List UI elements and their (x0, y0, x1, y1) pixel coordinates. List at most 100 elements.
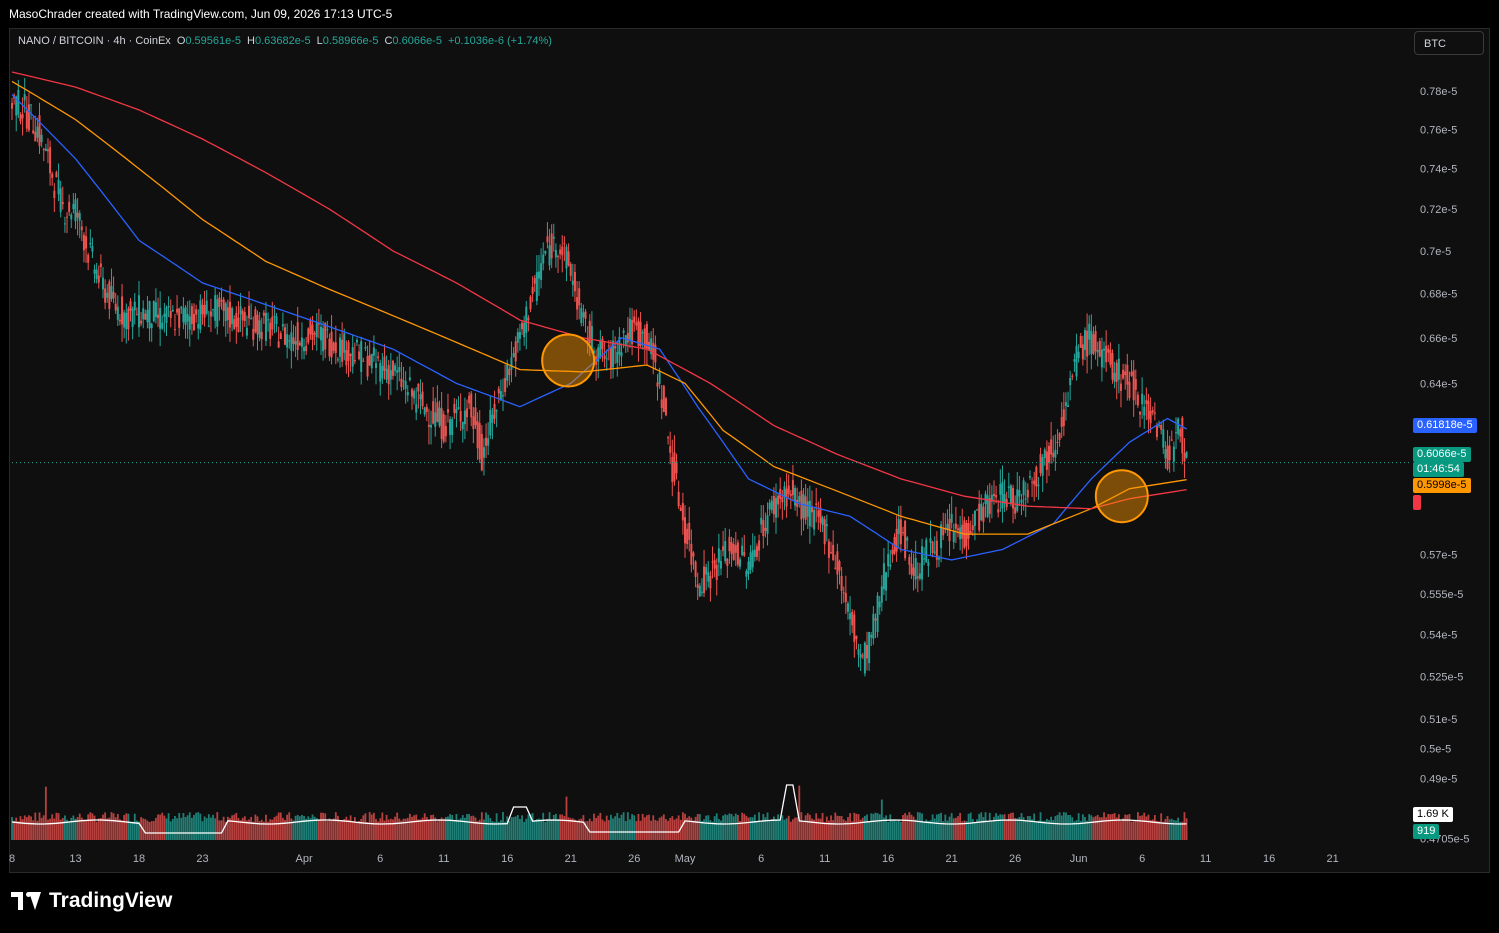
candle-body (1048, 446, 1051, 463)
candle-body (190, 306, 193, 324)
candle-body (882, 563, 885, 590)
volume-bar (684, 813, 686, 840)
volume-bar (629, 819, 631, 840)
candle-body (11, 103, 13, 109)
volume-bar (669, 818, 672, 840)
volume-bar (576, 820, 578, 840)
candle-body (548, 245, 551, 266)
volume-bar (1050, 816, 1053, 840)
volume-bar (165, 818, 168, 840)
candle-body (768, 502, 771, 510)
candle-body (286, 334, 289, 348)
volume-bar (1048, 820, 1050, 840)
volume-bar (239, 820, 242, 840)
candle-body (529, 296, 532, 310)
volume-bar (815, 813, 818, 840)
volume-bar (931, 814, 934, 840)
candle-body (813, 509, 816, 530)
volume-bar (201, 821, 204, 840)
candle-body (973, 510, 976, 526)
volume-bar (148, 821, 151, 840)
volume-bar (423, 813, 426, 840)
brand-label: TradingView (49, 889, 173, 912)
candle-body (514, 341, 517, 362)
volume-bar (366, 821, 369, 840)
candle-body (254, 309, 257, 332)
candle-body (582, 312, 585, 318)
candle-body (525, 306, 528, 333)
volume-bar (30, 816, 32, 840)
volume-bar (267, 821, 269, 840)
candle-body (1096, 349, 1099, 353)
candle-body (114, 303, 117, 311)
symbol-label[interactable]: NANO / BITCOIN · 4h · CoinEx (18, 35, 171, 47)
volume-bar (1162, 821, 1165, 840)
volume-bar (863, 815, 866, 840)
volume-bar (258, 820, 261, 840)
candle-body (262, 312, 265, 316)
candle-body (722, 546, 725, 551)
candle-body (288, 340, 291, 342)
candle-body (417, 383, 420, 392)
volume-bar (93, 815, 96, 840)
candle-body (830, 552, 833, 554)
candle-body (518, 331, 521, 339)
candle-body (997, 509, 1000, 513)
candle-body (362, 360, 365, 362)
volume-bar (514, 816, 517, 840)
high-label: H (247, 35, 255, 47)
candle-body (544, 250, 547, 254)
volume-bar (42, 815, 45, 840)
volume-bar (519, 818, 521, 840)
candle-body (36, 126, 39, 138)
volume-bar (878, 814, 881, 840)
candle-body (1077, 351, 1080, 359)
volume-bar (207, 814, 210, 840)
candle-body (419, 394, 422, 400)
volume-bar (1043, 820, 1046, 840)
candle-body (1016, 489, 1019, 511)
candle-body (1168, 445, 1171, 461)
candle-body (199, 300, 202, 330)
currency-button[interactable]: BTC (1414, 31, 1484, 55)
candle-body (157, 314, 160, 319)
volume-bar (1092, 817, 1095, 840)
candle-body (345, 350, 348, 366)
ma-fast-badge: 0.61818e-5 (1413, 418, 1477, 433)
tradingview-logo[interactable]: TradingView (11, 889, 172, 913)
candle-body (1107, 348, 1110, 353)
candle-body (1149, 410, 1152, 424)
candle-body (921, 546, 924, 580)
candle-body (645, 323, 648, 349)
x-tick-label: 21 (565, 853, 577, 865)
candle-body (540, 263, 543, 280)
high-value: 0.63682e-5 (255, 35, 311, 47)
volume-bar (286, 814, 289, 840)
candle-body (709, 575, 712, 589)
volume-bar (186, 815, 189, 840)
volume-bar (874, 812, 877, 840)
candle-body (728, 536, 731, 552)
candle-body (248, 305, 251, 319)
volume-bar (946, 820, 949, 840)
candle-body (1185, 451, 1188, 458)
volume-bar (157, 814, 159, 840)
volume-bar (540, 819, 542, 840)
candle-body (840, 575, 843, 591)
x-tick-label: May (675, 853, 696, 865)
volume-bar (392, 819, 394, 840)
volume-bar (334, 812, 337, 840)
volume-bar (574, 819, 576, 840)
volume-bar (963, 820, 966, 840)
x-tick-label: 26 (628, 853, 640, 865)
volume-bar (326, 821, 329, 840)
volume-bar (599, 812, 602, 840)
volume-bar (294, 815, 297, 840)
candle-body (901, 532, 904, 534)
candle-body (453, 404, 456, 413)
volume-bar (686, 817, 689, 840)
candle-body (355, 339, 358, 343)
chart-panel[interactable] (9, 28, 1490, 873)
candle-body (512, 353, 515, 357)
